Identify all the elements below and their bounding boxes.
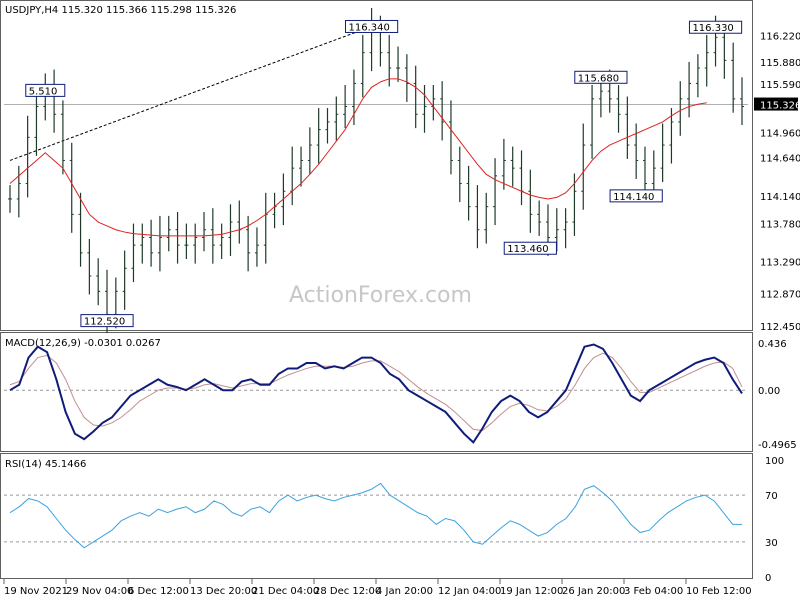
- rsi-axis-tick: 100: [765, 456, 784, 467]
- x-axis-tick: 3 Feb 04:00: [624, 586, 683, 597]
- x-axis-tick: 12 Jan 04:00: [438, 586, 501, 597]
- price-axis-tick: 116.220: [760, 32, 800, 43]
- price-annotation: 113.460: [503, 241, 557, 255]
- price-axis-tick: 113.290: [760, 257, 800, 268]
- current-price-tag: [754, 97, 798, 111]
- moving-average-line: [9, 78, 707, 237]
- price-annotation: 5.510: [25, 83, 66, 97]
- annotation-box: [25, 83, 66, 97]
- price-axis-tick: 112.870: [760, 290, 800, 301]
- annotation-label: 116.330: [692, 23, 733, 34]
- rsi-axis-tick: 30: [765, 538, 778, 549]
- x-axis-tick: 4 Jan 20:00: [376, 586, 433, 597]
- annotation-label: 115.680: [578, 73, 619, 84]
- x-axis-tick: 13 Dec 20:00: [190, 586, 257, 597]
- macd-layer: [4, 343, 748, 444]
- x-axis-tick: 21 Dec 04:00: [252, 586, 319, 597]
- x-axis-tick: 26 Jan 20:00: [562, 586, 625, 597]
- macd-panel: [0, 332, 753, 452]
- annotation-box: [609, 189, 663, 203]
- x-axis-tick: 19 Jan 12:00: [500, 586, 563, 597]
- price-annotation: 116.330: [688, 20, 743, 34]
- rsi-axis-tick: 0: [765, 573, 771, 584]
- macd-axis-tick: 0.00: [758, 386, 780, 397]
- rsi-layer: [4, 482, 748, 549]
- price-annotation: 115.680: [574, 70, 628, 84]
- price-annotation: 112.520: [80, 314, 134, 328]
- annotation-box: [344, 19, 399, 33]
- price-title: USDJPY,H4 115.320 115.366 115.298 115.32…: [5, 5, 236, 16]
- macd-title: MACD(12,26,9) -0.0301 0.0267: [5, 338, 161, 349]
- price-panel: [0, 0, 753, 331]
- annotation-label: 114.140: [613, 192, 654, 203]
- price-annotation: 116.340: [344, 19, 399, 33]
- rsi-line: [9, 482, 742, 549]
- macd-axis-tick: -0.4965: [758, 440, 797, 451]
- price-axis-tick: 115.880: [760, 58, 800, 69]
- watermark: ActionForex.com: [289, 283, 472, 308]
- x-axis-tick: 28 Dec 12:00: [314, 586, 381, 597]
- current-price-label: 115.326: [760, 101, 800, 112]
- x-axis-tick: 10 Feb 12:00: [686, 586, 752, 597]
- macd-axis-tick: 0.436: [758, 339, 787, 350]
- price-axis-tick: 114.640: [760, 153, 800, 164]
- rsi-axis-tick: 70: [765, 491, 778, 502]
- annotation-label: 5.510: [29, 86, 58, 97]
- macd-line: [9, 343, 743, 444]
- x-axis-tick: 6 Dec 12:00: [128, 586, 189, 597]
- price-axis-tick: 113.780: [760, 220, 800, 231]
- price-layer: 5.510 116.340 112.520 115.680 114.140 113.460…: [4, 7, 748, 333]
- rsi-panel: [0, 453, 753, 579]
- price-axis-tick: 114.140: [760, 192, 800, 203]
- rsi-title: RSI(14) 45.1466: [5, 459, 86, 470]
- annotation-box: [80, 314, 134, 328]
- axis-layer: 116.220 115.880 115.590 115.326 114.960 114.6…: [3, 32, 800, 597]
- annotation-label: 116.340: [348, 22, 389, 33]
- price-axis-tick: 115.590: [760, 80, 800, 91]
- annotation-box: [688, 20, 743, 34]
- annotation-label: 113.460: [507, 244, 548, 255]
- price-axis-tick: 112.450: [760, 322, 800, 333]
- trendline: [9, 26, 372, 161]
- annotation-label: 112.520: [84, 317, 125, 328]
- x-axis-tick: 29 Nov 04:00: [66, 586, 133, 597]
- price-axis-tick: 114.960: [760, 129, 800, 140]
- price-annotation: 114.140: [609, 189, 663, 203]
- annotation-box: [574, 70, 628, 84]
- annotation-box: [503, 241, 557, 255]
- x-axis-tick: 19 Nov 2021: [4, 586, 68, 597]
